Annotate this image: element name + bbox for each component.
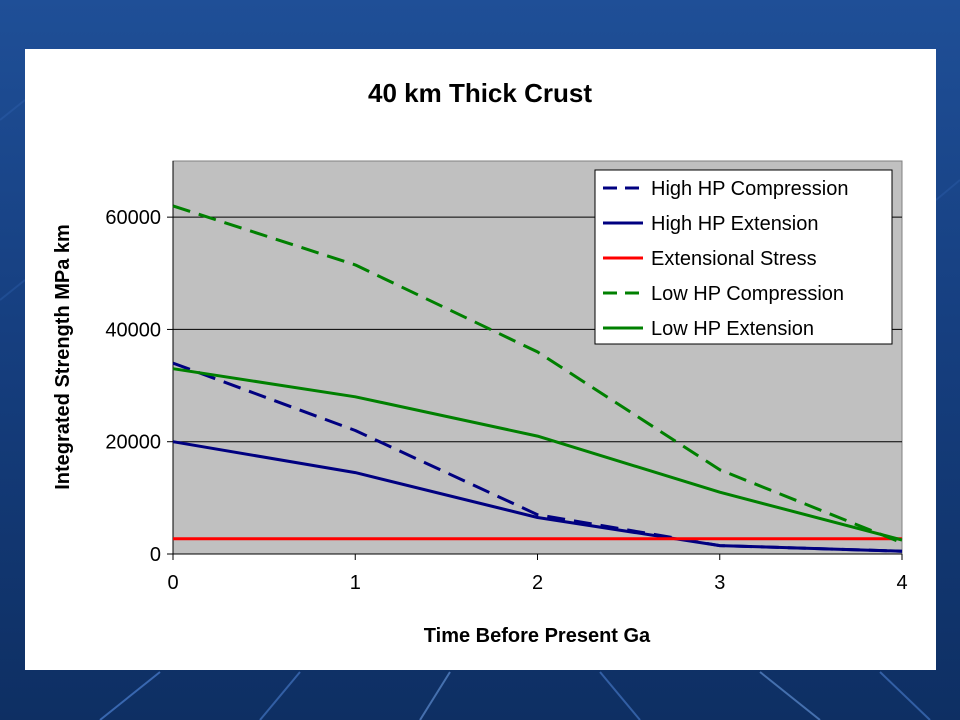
series-line-high-hp-compression (172, 361, 903, 553)
legend: High HP Compression High HP Extension Exte… (594, 169, 893, 345)
series-line-low-hp-extension (172, 367, 903, 542)
x-tick-label: 4 (896, 572, 907, 594)
y-tick-label: 20000 (105, 432, 161, 454)
y-axis-label: Integrated Strength MPa km (52, 224, 74, 490)
series-line-high-hp-extension (172, 440, 903, 553)
x-tick-label: 1 (350, 572, 361, 594)
y-tick-label: 60000 (105, 207, 161, 229)
legend-label: Low HP Extension (651, 318, 814, 340)
legend-box (594, 169, 893, 345)
x-tick-label: 2 (532, 572, 543, 594)
x-tick-label: 3 (714, 572, 725, 594)
slide-panel: 40 km Thick Crust 0 20000 40000 60000 0 1 2 3 4 … (25, 49, 936, 670)
x-tick-label: 0 (167, 572, 178, 594)
legend-label: Low HP Compression (651, 283, 844, 305)
legend-label: High HP Extension (651, 213, 819, 235)
legend-label: High HP Compression (651, 178, 849, 200)
x-axis-label: Time Before Present Ga (424, 625, 651, 647)
series-group (172, 204, 903, 553)
legend-label: Extensional Stress (651, 248, 817, 270)
chart-title: 40 km Thick Crust (368, 78, 592, 108)
y-tick-label: 40000 (105, 319, 161, 341)
series-line-low-hp-compression (172, 204, 903, 545)
y-tick-label: 0 (150, 544, 161, 566)
axes: 0 20000 40000 60000 0 1 2 3 4 (105, 161, 908, 594)
